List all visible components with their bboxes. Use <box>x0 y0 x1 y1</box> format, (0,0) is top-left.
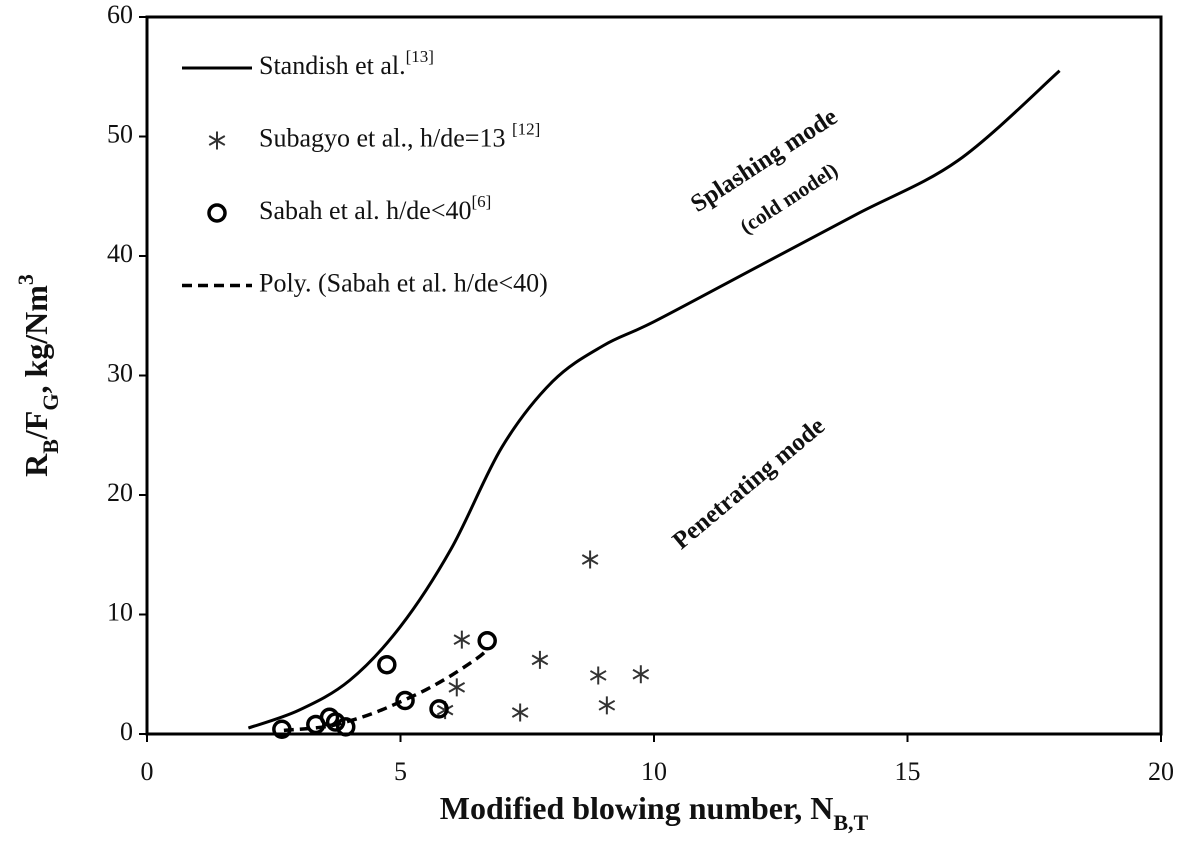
series-line <box>283 649 488 733</box>
y-axis-title-part: G <box>38 394 63 411</box>
y-tick-label: 0 <box>120 717 133 746</box>
y-tick-label: 10 <box>107 597 133 626</box>
legend-name: Subagyo et al., h/de=13 <box>259 123 512 152</box>
y-tick-label: 30 <box>107 358 133 387</box>
y-tick-label: 60 <box>107 0 133 29</box>
y-tick-label: 50 <box>107 119 133 148</box>
star-marker <box>453 630 471 649</box>
circle-marker <box>335 717 356 737</box>
circle-marker <box>377 654 397 675</box>
legend-ref: [6] <box>472 192 492 211</box>
legend-name: Sabah et al. h/de<40 <box>259 196 472 225</box>
star-marker <box>448 678 466 697</box>
legend-swatch <box>208 131 226 150</box>
x-axis-title: Modified blowing number, NB,T <box>440 790 869 834</box>
legend-name: Poly. (Sabah et al. h/de<40) <box>259 268 548 297</box>
y-axis-title-part: B <box>38 439 63 454</box>
star-marker <box>531 650 549 669</box>
star-marker <box>581 550 599 569</box>
annotation: Penetrating mode <box>668 412 831 555</box>
x-axis-title-part: Modified blowing number, N <box>440 790 834 826</box>
x-axis-title-part: B,T <box>833 810 868 835</box>
legend-ref: [12] <box>512 120 540 139</box>
series-line <box>247 69 1061 730</box>
legend-label: Poly. (Sabah et al. h/de<40) <box>259 268 548 297</box>
y-axis-title-part: R <box>18 453 54 477</box>
star-marker <box>598 696 616 715</box>
legend-label: Sabah et al. h/de<40[6] <box>259 192 491 225</box>
circle-marker <box>395 690 415 711</box>
star-marker <box>589 666 607 685</box>
x-tick-label: 0 <box>141 757 154 786</box>
y-axis-title: RB/FG, kg/Nm3 <box>13 274 63 477</box>
x-tick-label: 15 <box>895 757 921 786</box>
y-axis-title-part: 3 <box>13 274 38 285</box>
y-tick-label: 40 <box>107 239 133 268</box>
star-marker <box>632 665 650 684</box>
star-marker <box>511 703 529 722</box>
legend-ref: [13] <box>406 47 434 66</box>
circle-marker <box>325 712 346 732</box>
legend-name: Standish et al. <box>259 51 406 80</box>
x-tick-label: 20 <box>1148 757 1174 786</box>
y-axis-title-part: , kg/Nm <box>18 285 54 394</box>
y-axis-title-part: /F <box>18 411 54 440</box>
legend-label: Subagyo et al., h/de=13 [12] <box>259 120 540 153</box>
circle-marker <box>477 631 497 651</box>
legend-swatch <box>207 203 227 223</box>
x-tick-label: 5 <box>394 757 407 786</box>
y-tick-label: 20 <box>107 478 133 507</box>
x-tick-label: 10 <box>641 757 667 786</box>
circle-marker <box>429 699 449 719</box>
legend-label: Standish et al.[13] <box>259 47 434 80</box>
